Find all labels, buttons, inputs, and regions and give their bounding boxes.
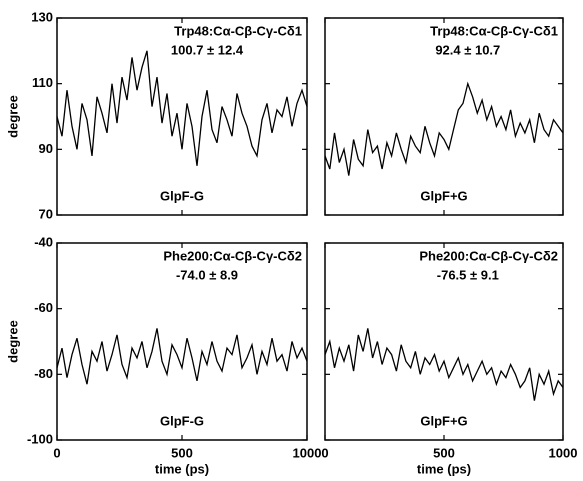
panel-stat: 92.4 ± 10.7: [435, 42, 500, 57]
x-tick-label: 1000: [549, 445, 578, 460]
data-line: [56, 328, 308, 385]
panel-label: GlpF+G: [420, 413, 467, 428]
y-tick-label: -80: [34, 366, 53, 381]
x-tick-label: 500: [433, 445, 455, 460]
panel-stat: 100.7 ± 12.4: [171, 42, 244, 57]
panel-stat: -76.5 ± 9.1: [437, 267, 499, 282]
x-tick-label: 0: [53, 445, 60, 460]
y-tick-label: 70: [39, 206, 53, 221]
y-tick-label: 130: [31, 9, 53, 24]
y-tick-label: -40: [34, 234, 53, 249]
panel-title: Phe200:Cα-Cβ-Cγ-Cδ2: [419, 248, 558, 263]
data-line: [324, 328, 564, 401]
panel-title: Trp48:Cα-Cβ-Cγ-Cδ1: [174, 23, 302, 38]
panel-stat: -74.0 ± 8.9: [176, 267, 238, 282]
panel-label: GlpF-G: [160, 188, 204, 203]
x-axis-label: time (ps): [417, 461, 471, 476]
y-tick-label: 110: [32, 75, 53, 90]
panel-title: Trp48:Cα-Cβ-Cγ-Cδ1: [430, 23, 558, 38]
x-tick-label: 0: [321, 445, 328, 460]
y-tick-label: -60: [34, 300, 53, 315]
y-tick-label: -100: [27, 431, 53, 446]
y-tick-label: 90: [39, 141, 53, 156]
x-tick-label: 1000: [293, 445, 322, 460]
panel-label: GlpF+G: [420, 188, 467, 203]
y-axis-label: degree: [5, 95, 20, 138]
data-line: [324, 81, 564, 176]
y-axis-label: degree: [5, 320, 20, 363]
panel-title: Phe200:Cα-Cβ-Cγ-Cδ2: [163, 248, 302, 263]
panel-label: GlpF-G: [160, 413, 204, 428]
data-line: [56, 50, 308, 166]
x-axis-label: time (ps): [155, 461, 209, 476]
x-tick-label: 500: [171, 445, 193, 460]
